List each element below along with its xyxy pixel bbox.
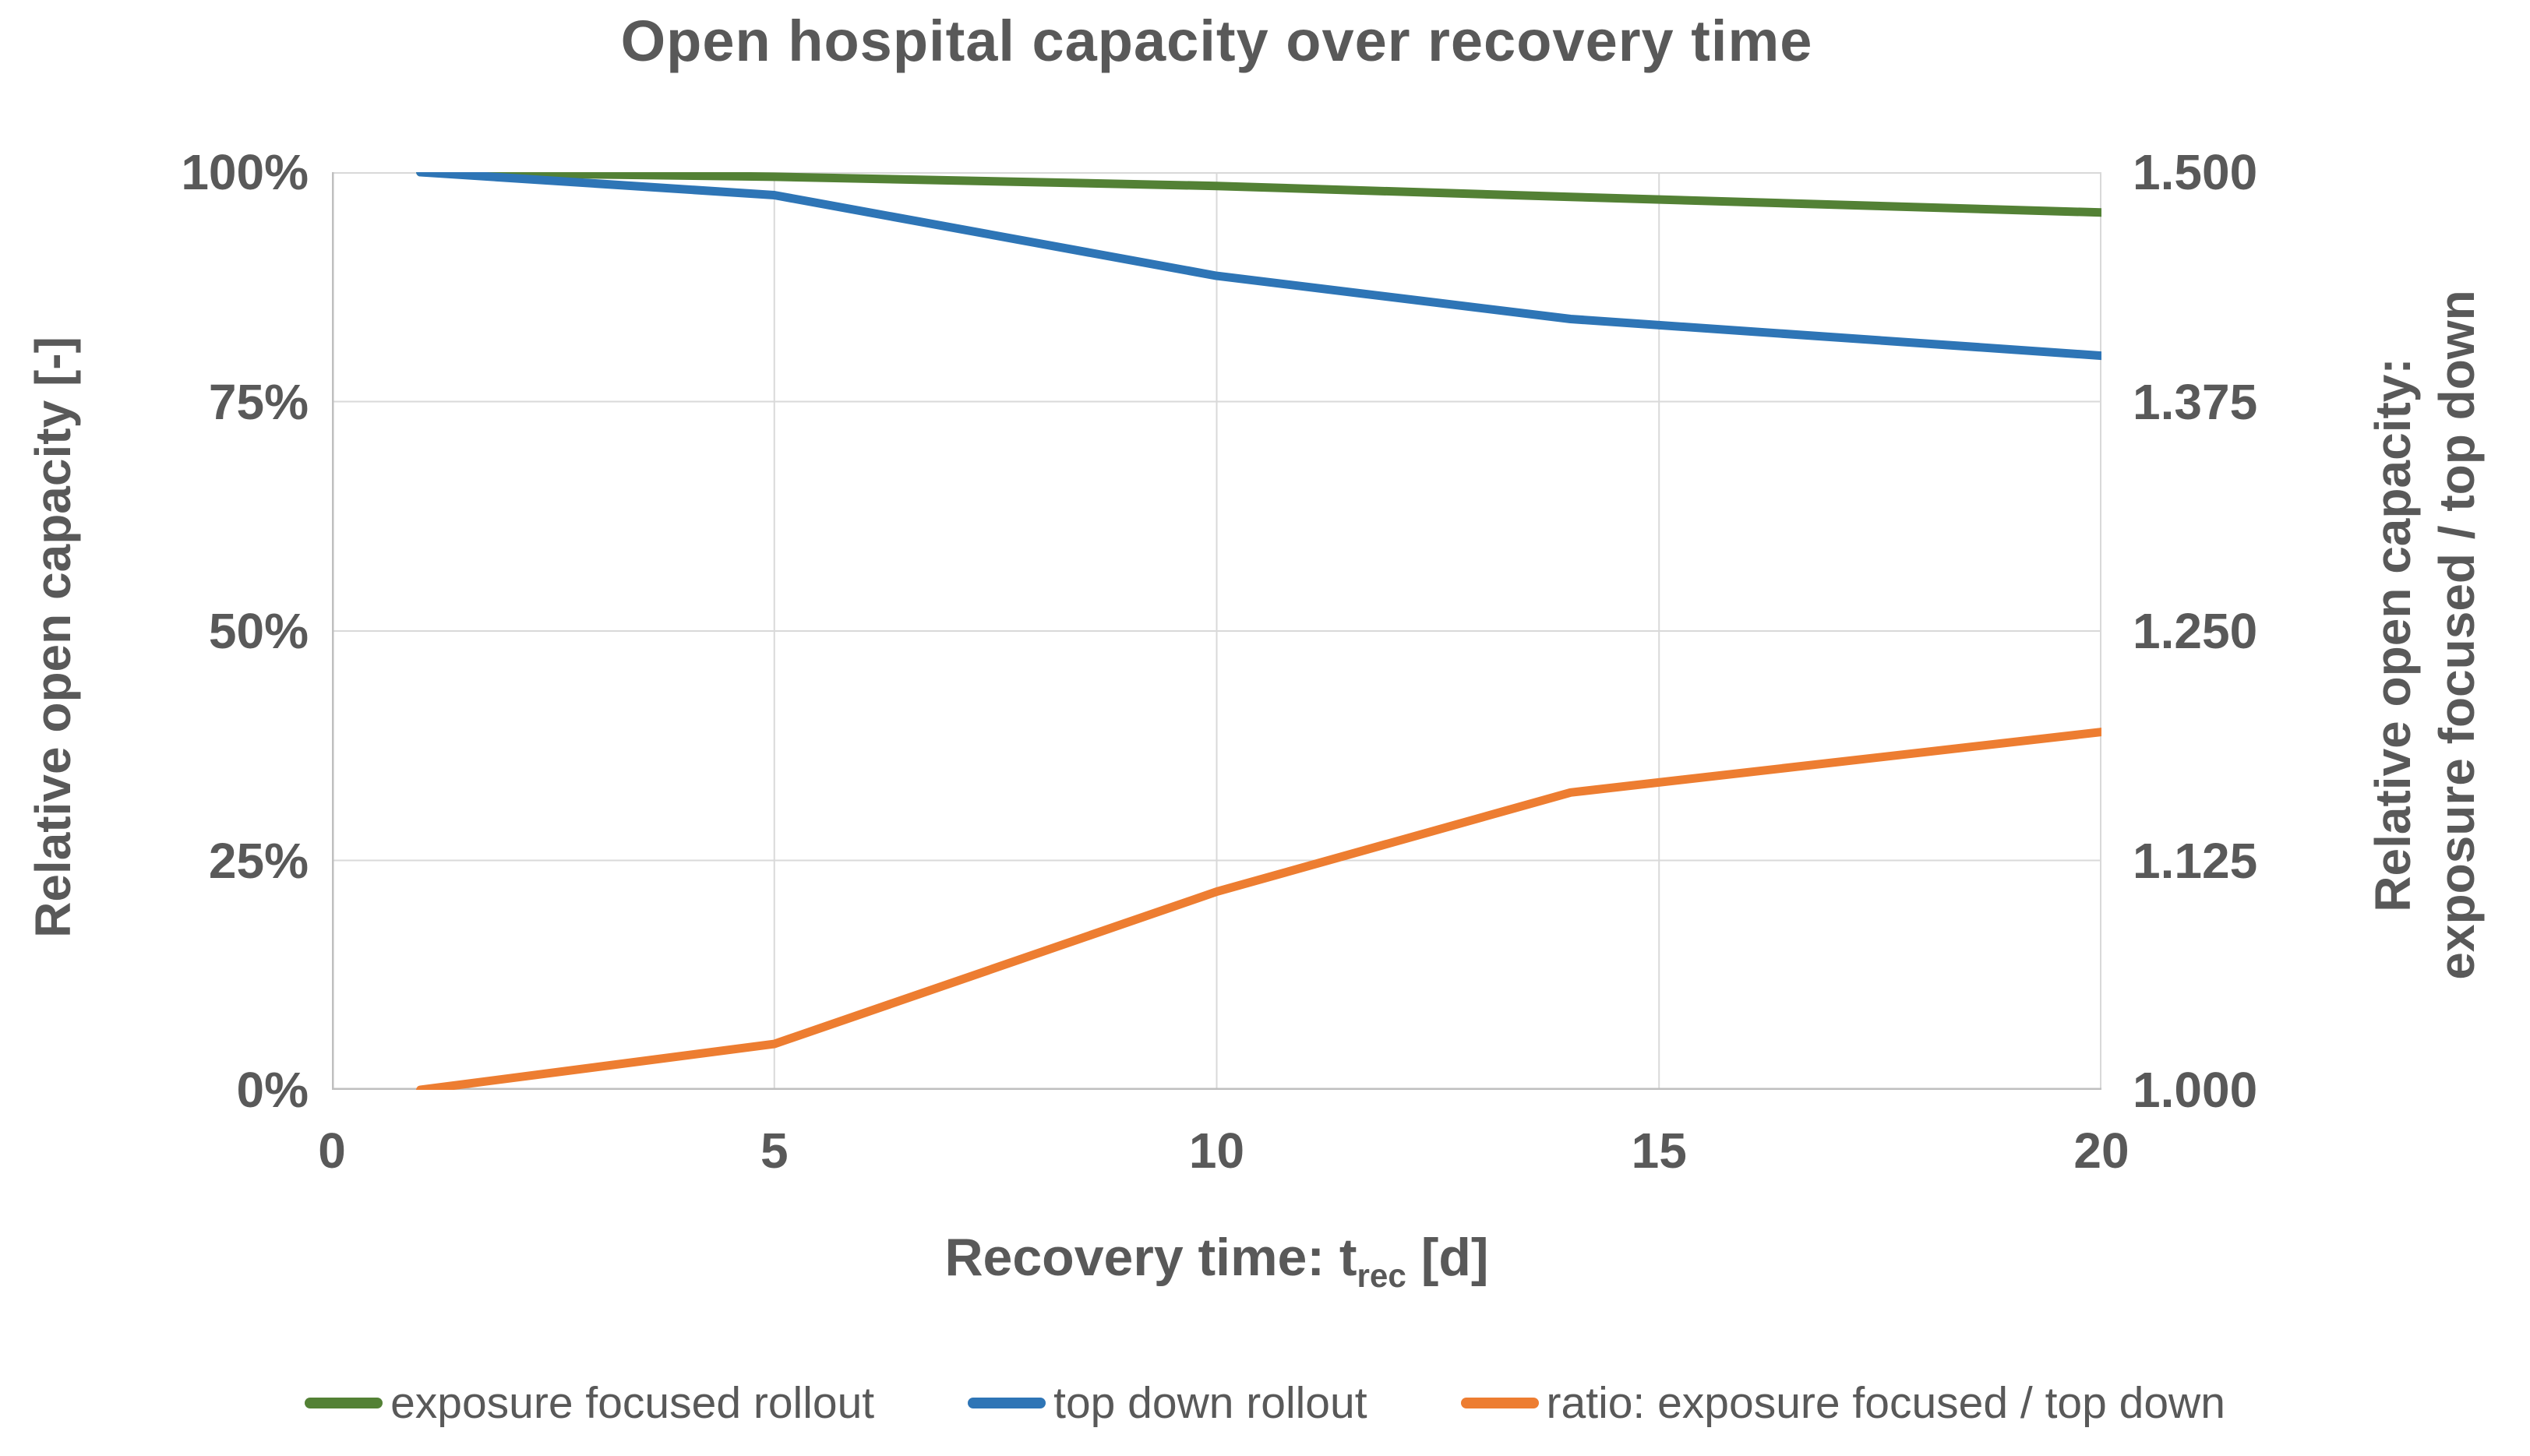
plot-svg — [332, 172, 2101, 1090]
x-tick-label: 5 — [760, 1123, 789, 1179]
legend-swatch-ratio-exposure-focused-top-down — [1460, 1398, 1539, 1408]
x-tick-label: 0 — [318, 1123, 346, 1179]
legend: exposure focused rollout top down rollout… — [0, 1377, 2530, 1429]
plot-area — [332, 172, 2101, 1090]
x-axis-title-post: [d] — [1406, 1228, 1489, 1287]
chart-title: Open hospital capacity over recovery tim… — [620, 9, 1813, 73]
y-left-tick-label: 50% — [208, 603, 309, 659]
legend-item: top down rollout — [968, 1377, 1367, 1429]
legend-label: exposure focused rollout — [390, 1378, 875, 1428]
y-right-tick-label: 1.125 — [2133, 832, 2258, 889]
y-axis-title-right-line2: exposure focused / top down — [2429, 290, 2485, 980]
legend-label: top down rollout — [1053, 1378, 1367, 1428]
x-tick-label: 20 — [2073, 1123, 2130, 1179]
x-axis-title-subscript: rec — [1357, 1257, 1406, 1294]
y-left-tick-label: 100% — [181, 144, 309, 200]
series-line-exposure-focused-rollout — [416, 172, 2101, 217]
x-tick-label: 10 — [1188, 1123, 1245, 1179]
legend-swatch-exposure-focused-rollout — [305, 1398, 383, 1408]
y-left-tick-label: 25% — [208, 832, 309, 889]
legend-label: ratio: exposure focused / top down — [1546, 1378, 2225, 1428]
y-right-tick-label: 1.000 — [2133, 1062, 2258, 1118]
x-tick-label: 15 — [1631, 1123, 1687, 1179]
y-right-tick-label: 1.250 — [2133, 603, 2258, 659]
legend-swatch-top-down-rollout — [968, 1398, 1046, 1408]
legend-item: exposure focused rollout — [305, 1377, 874, 1429]
series-line-top-down-rollout — [416, 172, 2101, 361]
y-left-tick-label: 0% — [236, 1062, 309, 1118]
y-left-tick-label: 75% — [208, 373, 309, 430]
y-right-tick-label: 1.500 — [2133, 144, 2258, 200]
x-axis-title: Recovery time: trec [d] — [332, 1227, 2101, 1295]
y-right-tick-label: 1.375 — [2133, 373, 2258, 430]
legend-item: ratio: exposure focused / top down — [1460, 1377, 2225, 1429]
series-line-ratio-exposure-focused-top-down — [416, 728, 2101, 1090]
x-axis-title-pre: Recovery time: t — [944, 1228, 1357, 1287]
